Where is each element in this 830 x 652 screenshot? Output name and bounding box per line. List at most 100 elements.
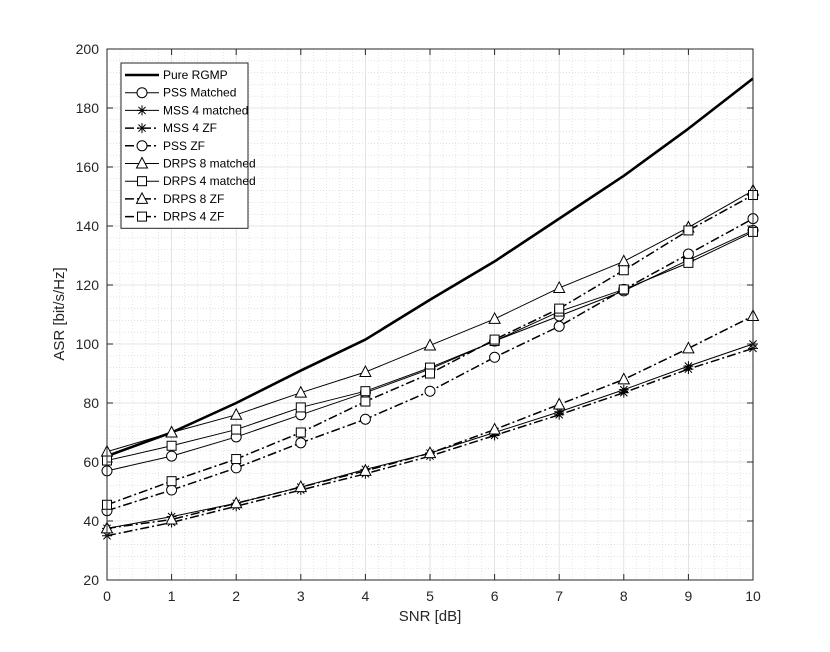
data-point [554, 409, 565, 420]
data-point [489, 430, 500, 441]
x-tick-label: 3 [297, 588, 305, 604]
y-tick-label: 200 [76, 41, 100, 57]
data-point [488, 311, 501, 324]
legend-marker [135, 156, 149, 169]
y-tick-labels: 20 40 60 80 100 120 140 160 180 200 [76, 41, 100, 588]
x-tick-label: 2 [232, 588, 240, 604]
legend-entry: PSS Matched [125, 86, 236, 100]
data-point [359, 413, 371, 425]
data-point [423, 446, 437, 459]
data-point [295, 437, 307, 449]
data-point [166, 476, 177, 487]
data-point [229, 496, 243, 509]
y-tick-label: 20 [83, 572, 99, 588]
legend-label: PSS ZF [163, 139, 205, 153]
data-point [359, 463, 372, 476]
legend-entry: DRPS 8 ZF [125, 191, 224, 206]
legend-marker [137, 123, 147, 134]
legend-marker [137, 105, 147, 116]
data-point [683, 364, 694, 375]
legend-entry: DRPS 4 matched [125, 174, 256, 188]
legend-entry: PSS ZF [125, 139, 205, 153]
legend-label: MSS 4 matched [163, 103, 248, 117]
legend: Pure RGMP PSS Matched MSS 4 matched MSS 4 Z… [120, 62, 256, 229]
data-point [618, 387, 629, 398]
x-tick-label: 4 [362, 588, 370, 604]
y-tick-label: 80 [83, 395, 99, 411]
legend-entry: DRPS 4 ZF [125, 210, 224, 224]
y-axis-label: ASR [bit/s/Hz] [51, 267, 68, 360]
data-point [553, 320, 565, 332]
data-point [294, 385, 308, 398]
legend-marker [136, 87, 148, 99]
y-tick-label: 140 [76, 218, 100, 234]
data-point [294, 479, 308, 493]
data-point [165, 512, 178, 525]
legend-entry: DRPS 8 matched [125, 156, 256, 171]
x-tick-label: 9 [685, 588, 693, 604]
data-point [425, 368, 435, 379]
y-tick-label: 40 [83, 513, 99, 529]
data-point [166, 450, 178, 462]
series-line [106, 347, 754, 537]
legend-entry: MSS 4 ZF [125, 121, 217, 135]
legend-label: DRPS 8 ZF [163, 192, 224, 206]
x-tick-label: 6 [491, 588, 499, 604]
legend-entry: MSS 4 matched [125, 103, 248, 117]
data-point [231, 424, 242, 435]
y-tick-label: 160 [76, 159, 100, 175]
x-tick-label: 8 [620, 588, 628, 604]
x-tick-label: 0 [103, 588, 111, 604]
data-point [552, 280, 566, 293]
data-point [618, 265, 629, 276]
legend-label: Pure RGMP [163, 68, 228, 82]
legend-label: DRPS 8 matched [163, 157, 256, 171]
x-tick-label: 7 [555, 588, 563, 604]
legend-label: MSS 4 ZF [163, 121, 217, 135]
series-4 [101, 213, 759, 517]
legend-label: DRPS 4 matched [163, 174, 256, 188]
x-tick-label: 10 [745, 588, 761, 604]
legend-marker [137, 176, 147, 187]
y-tick-label: 180 [76, 100, 100, 116]
series-layer [100, 77, 760, 541]
data-point [554, 303, 565, 314]
legend-entry: Pure RGMP [125, 68, 228, 82]
data-point [231, 454, 242, 465]
data-point [617, 372, 631, 385]
data-point [360, 386, 371, 397]
legend-marker [135, 191, 149, 204]
data-point [423, 338, 437, 351]
data-point [552, 397, 566, 410]
x-axis-label: SNR [dB] [399, 608, 462, 625]
data-point [683, 225, 694, 236]
data-point [166, 440, 177, 451]
series-0 [106, 77, 754, 458]
legend-marker [136, 140, 148, 152]
data-point [682, 341, 695, 354]
x-tick-label: 1 [168, 588, 176, 604]
y-tick-label: 60 [83, 454, 99, 470]
tick-marks [106, 48, 754, 581]
series-line [106, 315, 754, 530]
data-point [489, 351, 501, 363]
data-point [295, 402, 306, 413]
y-tick-label: 120 [76, 277, 100, 293]
data-point [618, 284, 629, 295]
x-tick-label: 5 [426, 588, 434, 604]
data-point [230, 462, 242, 474]
data-point [424, 385, 436, 397]
data-point [165, 425, 178, 438]
data-point [488, 422, 501, 435]
data-point [359, 364, 372, 378]
series-line [106, 77, 754, 458]
y-tick-label: 100 [76, 336, 100, 352]
data-point [683, 257, 694, 268]
legend-marker [137, 211, 147, 222]
data-point [489, 334, 500, 345]
data-point [229, 407, 243, 420]
legend-label: DRPS 4 ZF [163, 210, 224, 224]
data-point [295, 427, 306, 438]
legend-label: PSS Matched [163, 86, 236, 100]
